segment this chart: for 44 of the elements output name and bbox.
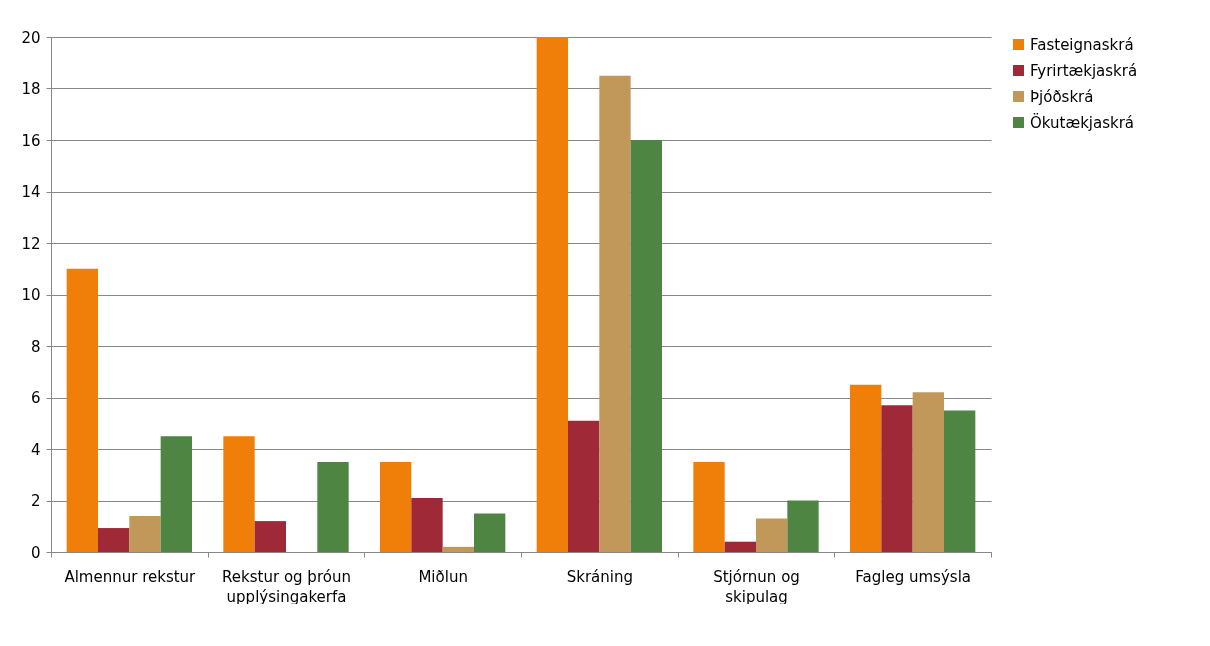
bar	[442, 546, 474, 552]
bar	[724, 541, 756, 552]
bar	[129, 515, 161, 552]
bar	[850, 384, 882, 552]
bar	[881, 405, 913, 552]
bar	[912, 392, 944, 552]
y-tick-label: 16	[21, 131, 41, 150]
legend-label: Ökutækjaskrá	[1030, 112, 1135, 132]
bar	[411, 497, 443, 552]
bar	[568, 420, 600, 552]
bar	[66, 268, 98, 552]
y-tick-label: 6	[30, 389, 41, 407]
y-tick-label: 10	[21, 286, 41, 304]
bar	[160, 436, 192, 552]
x-tick-label: Miðlun	[418, 567, 468, 586]
bar	[536, 37, 568, 552]
bar	[223, 436, 255, 552]
legend-label: Fasteignaskrá	[1030, 35, 1134, 54]
bar	[944, 410, 976, 552]
y-tick-label: 18	[21, 80, 41, 98]
y-tick-label: 2	[30, 492, 41, 510]
bar	[756, 518, 788, 552]
x-tick-label: Skráning	[566, 567, 633, 586]
bar	[599, 75, 631, 552]
y-tick-label: 20	[21, 28, 41, 47]
y-tick-label: 0	[30, 543, 41, 562]
x-tick-label: Almennur rekstur	[64, 567, 197, 586]
y-tick-label: 4	[30, 440, 41, 459]
bar	[630, 140, 662, 552]
bar	[787, 500, 819, 552]
bar	[98, 528, 130, 552]
legend-label: Fyrirtækjaskrá	[1030, 61, 1138, 80]
bar	[693, 461, 725, 552]
bar	[474, 513, 506, 552]
x-tick-label: Stjórnun og skipulag	[713, 567, 800, 606]
bar	[317, 461, 349, 552]
bar	[380, 461, 412, 552]
y-tick-label: 8	[30, 337, 41, 356]
y-tick-label: 14	[21, 183, 41, 201]
y-tick-label: 12	[21, 234, 41, 253]
bar	[254, 521, 286, 552]
x-tick-label: Rekstur og þróun upplýsingakerfa	[222, 567, 351, 606]
x-tick-label: Fagleg umsýsla	[855, 567, 971, 586]
legend-label: Þjóðskrá	[1030, 87, 1094, 106]
